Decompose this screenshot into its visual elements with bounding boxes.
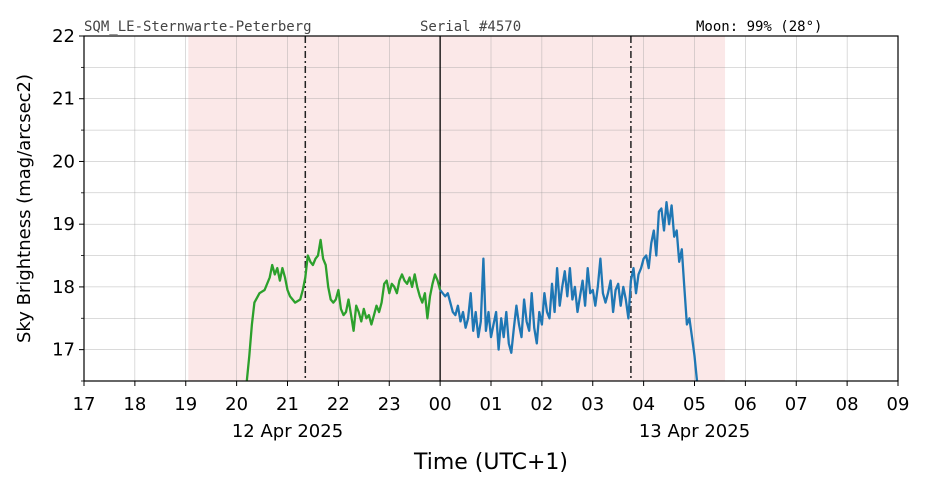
y-tick-label: 18: [52, 277, 75, 298]
x-tick-label: 19: [174, 394, 197, 415]
station-name: SQM_LE-Sternwarte-Peterberg: [84, 19, 312, 35]
x-tick-label: 00: [429, 394, 452, 415]
x-tick-label: 07: [785, 394, 808, 415]
x-tick-label: 18: [123, 394, 146, 415]
x-tick-label: 09: [887, 394, 910, 415]
date-label: 13 Apr 2025: [639, 421, 750, 442]
y-tick-label: 21: [52, 89, 75, 110]
series-line-2: [439, 201, 699, 381]
x-tick-label: 17: [73, 394, 96, 415]
serial-number: Serial #4570: [420, 19, 521, 35]
y-axis-label: Sky Brightness (mag/arcsec2): [14, 74, 35, 343]
y-tick-label: 17: [52, 340, 75, 361]
series-line-1: [245, 238, 442, 381]
x-tick-label: 02: [530, 394, 553, 415]
date-label: 12 Apr 2025: [232, 421, 343, 442]
y-tick-label: 20: [52, 151, 75, 172]
x-tick-label: 23: [378, 394, 401, 415]
x-axis-label: Time (UTC+1): [413, 450, 568, 475]
x-tick-label: 03: [581, 394, 604, 415]
x-tick-label: 08: [836, 394, 859, 415]
y-tick-label: 22: [52, 26, 75, 47]
x-tick-label: 22: [327, 394, 350, 415]
x-tick-label: 20: [225, 394, 248, 415]
x-tick-label: 01: [480, 394, 503, 415]
x-tick-label: 05: [683, 394, 706, 415]
x-tick-label: 06: [734, 394, 757, 415]
moon-info: Moon: 99% (28°): [696, 19, 822, 35]
x-tick-label: 21: [276, 394, 299, 415]
y-tick-label: 19: [52, 214, 75, 235]
night-shading: [188, 36, 726, 381]
x-tick-label: 04: [632, 394, 655, 415]
